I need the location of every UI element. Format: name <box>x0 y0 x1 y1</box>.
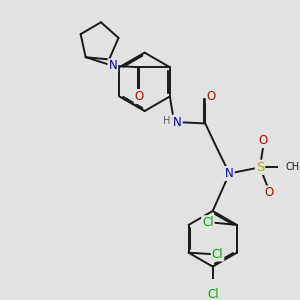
Text: CH₃: CH₃ <box>285 162 300 172</box>
Text: O: O <box>265 186 274 200</box>
Text: Cl: Cl <box>202 216 214 229</box>
Text: S: S <box>256 161 264 174</box>
Text: Cl: Cl <box>207 289 218 300</box>
Text: H: H <box>163 116 170 126</box>
Text: N: N <box>173 116 182 128</box>
Text: O: O <box>259 134 268 147</box>
Text: O: O <box>207 90 216 103</box>
Text: O: O <box>135 90 144 103</box>
Text: Cl: Cl <box>212 248 224 261</box>
Text: N: N <box>109 59 117 72</box>
Text: N: N <box>225 167 234 180</box>
